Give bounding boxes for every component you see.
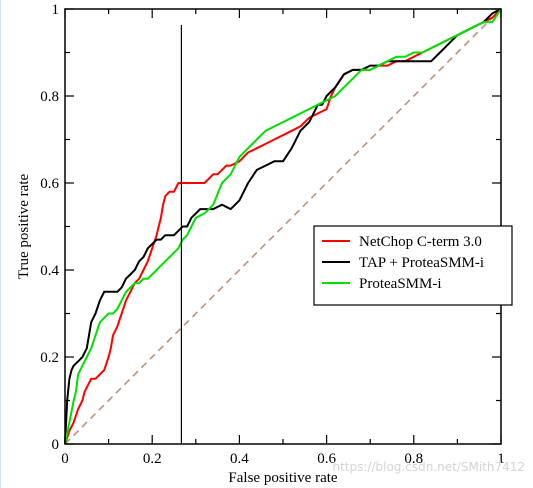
legend-label: TAP + ProteaSMM-i <box>359 255 484 271</box>
watermark-text: https://blog.csdn.net/SMith7412 <box>332 460 525 474</box>
legend-box <box>313 225 513 306</box>
random-baseline-diagonal <box>64 8 502 445</box>
page-left-border <box>0 0 1 488</box>
x-tick-label: 0 <box>61 451 69 467</box>
x-axis-title: False positive rate <box>228 470 337 486</box>
series-line-3 <box>64 8 502 445</box>
x-tick-label: 0.4 <box>230 451 249 467</box>
legend-label: NetChop C-term 3.0 <box>359 234 482 250</box>
y-tick-label: 0 <box>52 437 60 453</box>
x-tick-label: 0.6 <box>317 451 336 467</box>
y-tick-label: 0.2 <box>40 350 59 366</box>
x-tick-label: 1 <box>497 451 505 467</box>
y-axis-title: True positive rate <box>16 174 32 280</box>
x-tick-label: 0.2 <box>143 451 162 467</box>
y-tick-label: 0.8 <box>40 89 59 105</box>
y-tick-label: 0.6 <box>40 176 59 192</box>
legend: NetChop C-term 3.0 TAP + ProteaSMM-i Prote… <box>313 225 513 306</box>
y-tick-label: 0.4 <box>40 263 59 279</box>
legend-label: ProteaSMM-i <box>359 276 442 292</box>
y-tick-label: 1 <box>52 2 60 18</box>
x-tick-label: 0.8 <box>404 451 423 467</box>
